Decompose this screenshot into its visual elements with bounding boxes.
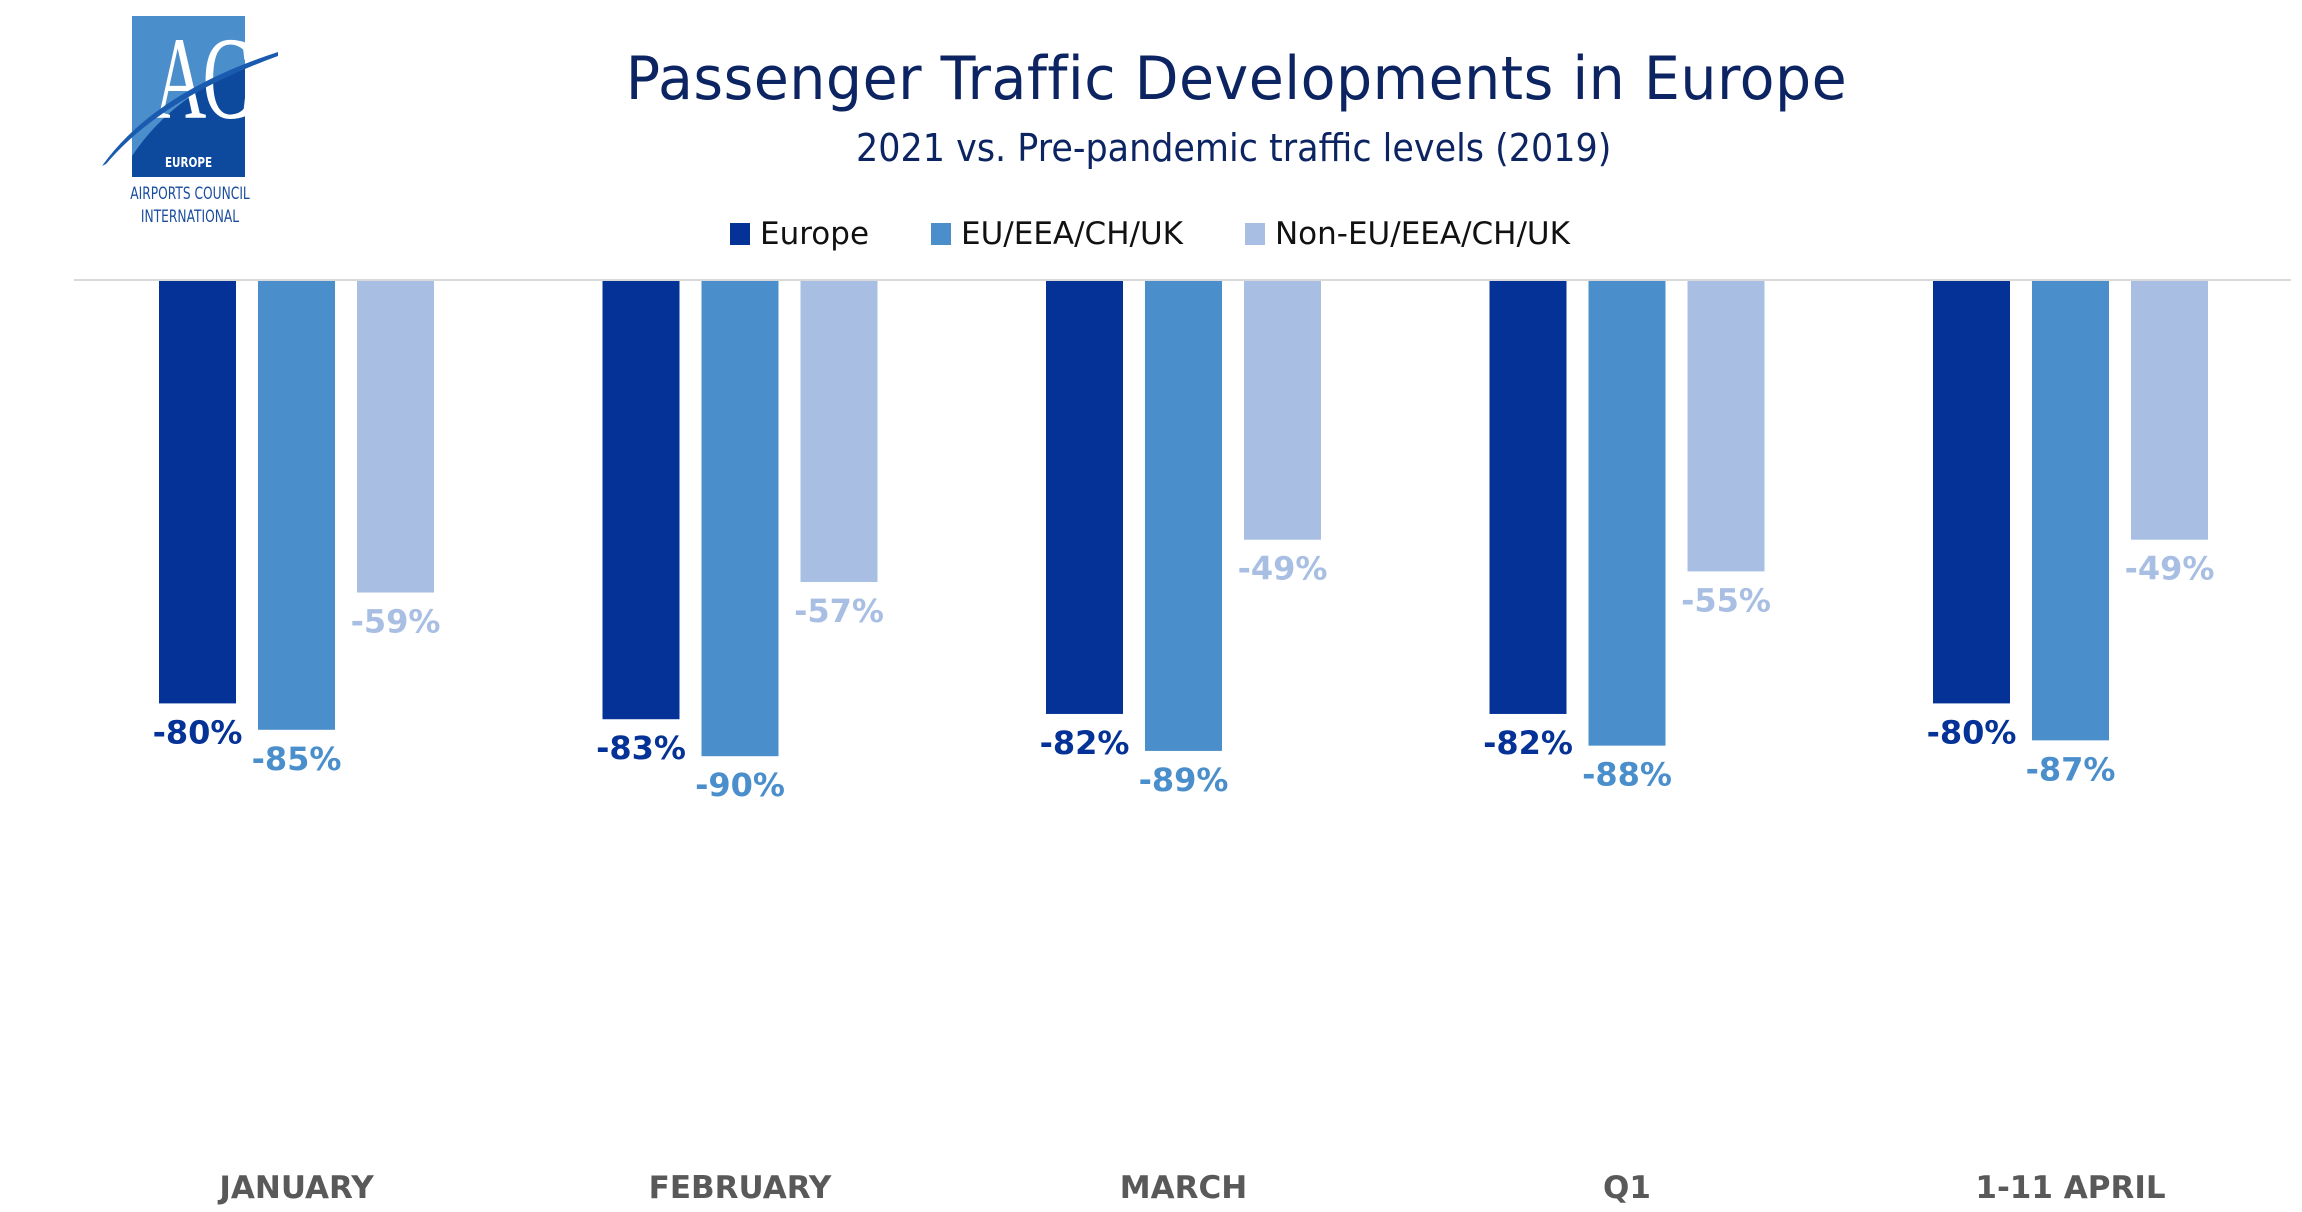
legend: Europe EU/EEA/CH/UK Non-EU/EEA/CH/UK bbox=[730, 212, 1570, 256]
bar-europe-q1 bbox=[1489, 281, 1567, 714]
chart-subtitle: 2021 vs. Pre-pandemic traffic levels (20… bbox=[856, 126, 1612, 170]
category-label-q1: Q1 bbox=[1603, 1170, 1651, 1206]
chart-title: Passenger Traffic Developments in Europe bbox=[625, 44, 1848, 114]
bar-eu-eea-ch-uk-january bbox=[258, 281, 335, 730]
data-label-non-eu-eea-ch-uk-1-11-april: -49% bbox=[2125, 550, 2215, 588]
legend-item-europe: Europe bbox=[730, 216, 869, 252]
data-label-europe-1-11-april: -80% bbox=[1927, 713, 2017, 751]
bar-eu-eea-ch-uk-march bbox=[1145, 281, 1222, 751]
logo-org-line2: INTERNATIONAL bbox=[140, 207, 240, 227]
bar-europe-1-11-april bbox=[1933, 281, 2010, 704]
category-labels-group: JANUARY FEBRUARY MARCH Q1 1-11 APRIL bbox=[217, 1170, 2165, 1206]
data-label-eu-eea-ch-uk-1-11-april: -87% bbox=[2026, 750, 2116, 788]
data-label-eu-eea-ch-uk-march: -89% bbox=[1139, 761, 1229, 799]
data-label-europe-q1: -82% bbox=[1483, 724, 1573, 762]
bar-non-eu-eea-ch-uk-1-11-april bbox=[2131, 281, 2208, 540]
data-label-non-eu-eea-ch-uk-february: -57% bbox=[794, 592, 884, 630]
data-label-europe-january: -80% bbox=[153, 713, 243, 751]
bar-europe-february bbox=[602, 281, 680, 720]
bar-eu-eea-ch-uk-1-11-april bbox=[2032, 281, 2109, 741]
logo-box: ACI EUROPE bbox=[132, 16, 245, 177]
bar-eu-eea-ch-uk-february bbox=[701, 281, 779, 757]
bars-group bbox=[159, 281, 2208, 757]
category-label-january: JANUARY bbox=[217, 1170, 374, 1206]
logo-region: EUROPE bbox=[164, 156, 213, 171]
legend-item-non-eu: Non-EU/EEA/CH/UK bbox=[1244, 216, 1570, 252]
bar-non-eu-eea-ch-uk-q1 bbox=[1687, 281, 1765, 572]
legend-item-eu: EU/EEA/CH/UK bbox=[931, 216, 1183, 252]
bar-non-eu-eea-ch-uk-march bbox=[1244, 281, 1321, 540]
data-labels-group: -80%-85%-59%-83%-90%-57%-82%-89%-49%-82%… bbox=[153, 550, 2215, 804]
category-label-1-11-april: 1-11 APRIL bbox=[1975, 1170, 2165, 1206]
data-label-non-eu-eea-ch-uk-march: -49% bbox=[1238, 550, 1328, 588]
legend-label: Europe bbox=[760, 216, 870, 252]
bar-non-eu-eea-ch-uk-february bbox=[800, 281, 878, 582]
bar-europe-march bbox=[1046, 281, 1123, 714]
data-label-europe-february: -83% bbox=[596, 729, 686, 767]
legend-swatch-non-eu bbox=[1244, 223, 1265, 245]
data-label-eu-eea-ch-uk-february: -90% bbox=[695, 766, 785, 804]
aci-europe-logo: ACI EUROPE AIRPORTS COUNCIL INTERNATIONA… bbox=[100, 14, 280, 234]
data-label-non-eu-eea-ch-uk-january: -59% bbox=[351, 603, 441, 641]
legend-swatch-europe bbox=[730, 223, 750, 245]
legend-swatch-eu bbox=[931, 223, 952, 245]
logo-lower-fill bbox=[132, 68, 245, 177]
legend-label: EU/EEA/CH/UK bbox=[961, 216, 1183, 252]
data-label-eu-eea-ch-uk-january: -85% bbox=[252, 740, 342, 778]
data-label-eu-eea-ch-uk-q1: -88% bbox=[1582, 756, 1672, 794]
logo-org-line1: AIRPORTS COUNCIL bbox=[130, 184, 250, 204]
legend-label: Non-EU/EEA/CH/UK bbox=[1274, 216, 1570, 252]
data-label-non-eu-eea-ch-uk-q1: -55% bbox=[1681, 581, 1771, 619]
data-label-europe-march: -82% bbox=[1040, 724, 1130, 762]
category-label-march: MARCH bbox=[1120, 1170, 1247, 1206]
category-label-february: FEBRUARY bbox=[649, 1170, 832, 1206]
bar-eu-eea-ch-uk-q1 bbox=[1588, 281, 1666, 746]
bar-europe-january bbox=[159, 281, 236, 704]
bar-non-eu-eea-ch-uk-january bbox=[357, 281, 434, 593]
